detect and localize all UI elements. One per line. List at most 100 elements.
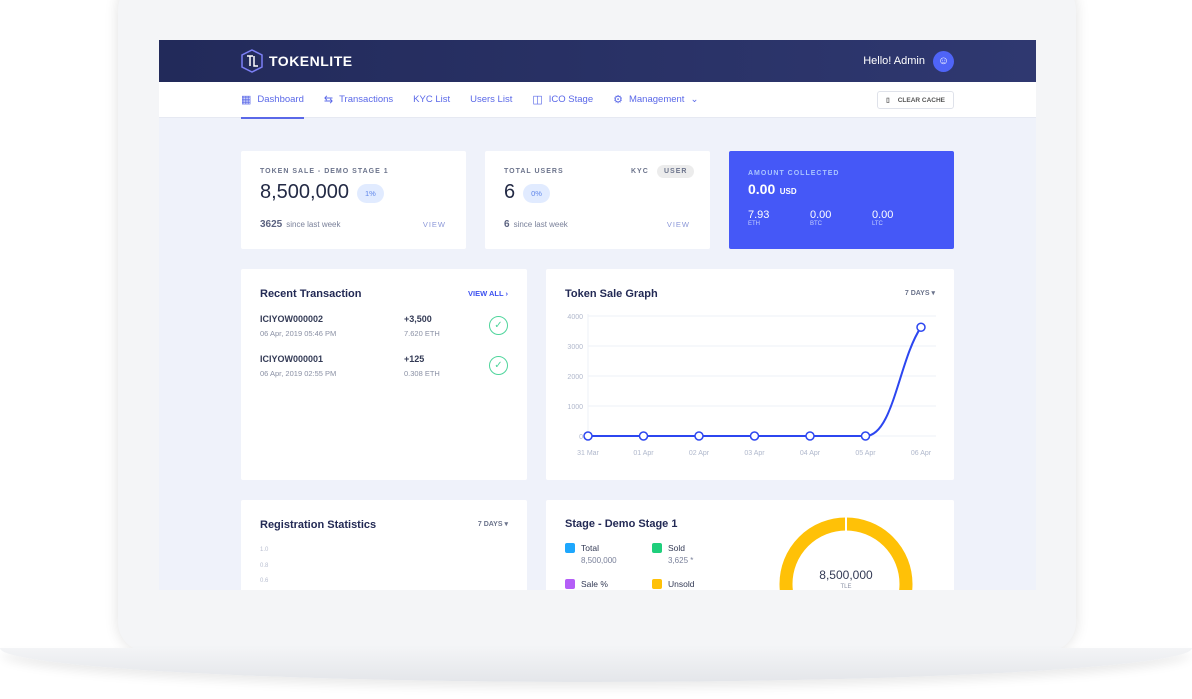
token-sale-graph-card: Token Sale Graph 7 DAYS ▾ 0 1000 2000 3000 4… (546, 269, 954, 480)
token-sale-value: 8,500,000 (260, 181, 349, 203)
greeting: Hello! Admin (863, 55, 925, 67)
token-sale-card: TOKEN SALE - DEMO STAGE 1 8,500,000 1% 36… (241, 151, 466, 249)
view-link[interactable]: VIEW (666, 220, 690, 229)
y-tick: 0.6 (260, 578, 269, 584)
percent-badge: 0% (523, 184, 550, 204)
tab-label: Management (628, 94, 685, 105)
x-tick-label: 05 Apr (855, 450, 876, 457)
range-dropdown[interactable]: 7 DAYS ▾ (477, 521, 508, 528)
user-icon[interactable]: ☺ (933, 50, 954, 72)
tx-amount: +3,500 (404, 314, 432, 324)
legend-value: 8,500,000 (581, 556, 617, 565)
donut-unit: TLE (840, 584, 852, 590)
top-bar: TOKENLITE Hello! Admin ☺ (159, 40, 1036, 82)
user-toggle[interactable]: USER (657, 165, 695, 178)
tab-label: KYC List (413, 94, 451, 105)
x-tick-label: 04 Apr (800, 450, 821, 457)
data-point (916, 322, 926, 332)
data-point (805, 431, 815, 441)
x-tick-label: 01 Apr (633, 450, 654, 457)
total-users-card: TOTAL USERS KYC USER 6 0% 6 since last wee… (485, 151, 710, 249)
y-axis: 1.0 0.8 0.6 (260, 543, 268, 590)
stage-card: Stage - Demo Stage 1 Total 8,500,000 Sold… (546, 500, 954, 590)
donut-value: 8,500,000 (819, 568, 873, 582)
token-sale-chart: 0 1000 2000 3000 4000 31 Mar 01 Apr 02 Apr 03 Ap… (567, 314, 936, 457)
since-text: since last week (513, 220, 568, 229)
main-nav: ▦ Dashboard ⇆ Transactions KYC List Users … (159, 82, 1036, 119)
legend-unsold: Unsold (652, 579, 694, 589)
since-count: 6 (504, 219, 510, 230)
tab-label: Users List (470, 94, 513, 105)
coin-label: BTC (810, 221, 822, 227)
tx-eth: 0.308 ETH (404, 369, 440, 378)
user-menu[interactable]: Hello! Admin ☺ (863, 50, 954, 72)
screen: TOKENLITE Hello! Admin ☺ ▦ Dashboard ⇆ Tra… (159, 40, 1036, 590)
tx-id: ICIYOW000001 (260, 354, 324, 364)
tab-label: Dashboard (257, 94, 304, 105)
button-label: CLEAR CACHE (897, 96, 945, 104)
tab-kyc-list[interactable]: KYC List (413, 82, 450, 118)
swatch (565, 579, 575, 589)
users-value: 6 (504, 181, 516, 203)
logo[interactable]: TOKENLITE (241, 49, 353, 73)
kyc-toggle[interactable]: KYC (631, 168, 649, 175)
arrows-icon: ⇆ (323, 94, 334, 106)
swatch (652, 543, 662, 553)
check-circle-icon: ✓ (489, 356, 508, 375)
y-tick: 1.0 (260, 547, 269, 553)
coin-value: 0.00 (810, 209, 832, 221)
tab-dashboard[interactable]: ▦ Dashboard (241, 82, 304, 119)
coin-btc: 0.00 BTC (810, 209, 831, 227)
range-dropdown[interactable]: 7 DAYS ▾ (904, 290, 935, 297)
tab-transactions[interactable]: ⇆ Transactions (324, 82, 393, 118)
card-label: TOTAL USERS (504, 168, 564, 175)
view-all-link[interactable]: VIEW ALL › (467, 289, 508, 298)
tab-users-list[interactable]: Users List (470, 82, 512, 118)
swatch (652, 579, 662, 589)
legend-label: Sale % (581, 579, 608, 589)
y-tick: 0.8 (260, 562, 269, 569)
amount-collected-card: AMOUNT COLLECTED 0.00 USD 7.93 ETH 0.00 BT… (729, 151, 954, 249)
coins-icon: ◫ (532, 94, 543, 106)
coin-ltc: 0.00 LTC (872, 209, 893, 227)
legend-sale-percent: Sale % (565, 579, 608, 589)
coin-label: ETH (748, 221, 760, 227)
transaction-row[interactable]: ICIYOW000002 06 Apr, 2019 05:46 PM +3,500… (260, 314, 508, 354)
recent-transaction-card: Recent Transaction VIEW ALL › ICIYOW0000… (241, 269, 527, 480)
y-tick-label: 1000 (567, 404, 583, 411)
coin-label: LTC (872, 221, 883, 227)
tab-ico-stage[interactable]: ◫ ICO Stage (532, 82, 593, 118)
check-circle-icon: ✓ (489, 316, 508, 335)
coin-value: 7.93 (748, 209, 770, 221)
registration-statistics-card: Registration Statistics 7 DAYS ▾ 1.0 0.8 0… (241, 500, 527, 590)
percent-badge: 1% (356, 184, 384, 204)
legend-label: Unsold (668, 579, 695, 589)
y-tick-label: 2000 (567, 374, 583, 381)
transaction-row[interactable]: ICIYOW000001 06 Apr, 2019 02:55 PM +125 0.… (260, 354, 508, 394)
data-point (583, 431, 593, 441)
card-title: Token Sale Graph (565, 288, 658, 300)
legend-label: Total (581, 543, 599, 553)
y-tick-label: 3000 (567, 344, 583, 351)
data-point (860, 431, 871, 441)
data-point (749, 431, 760, 441)
coin-value: 0.00 (872, 209, 894, 221)
range-label: 7 DAYS (904, 290, 930, 297)
tab-management[interactable]: ⚙ Management ⌄ (613, 82, 698, 118)
laptop-base (0, 648, 1192, 682)
clear-cache-button[interactable]: ▯ CLEAR CACHE (877, 91, 954, 109)
tab-label: Transactions (339, 94, 394, 105)
gear-icon: ⚙ (613, 94, 623, 106)
legend-label: Sold (668, 543, 686, 553)
data-point (638, 431, 649, 441)
grid-icon: ▦ (241, 94, 252, 106)
legend-total: Total 8,500,000 (565, 543, 617, 565)
card-label: TOKEN SALE - DEMO STAGE 1 (260, 168, 389, 175)
x-tick-label: 06 Apr (911, 450, 932, 457)
x-tick-label: 02 Apr (689, 450, 710, 457)
view-link[interactable]: VIEW (422, 220, 446, 229)
tx-date: 06 Apr, 2019 02:55 PM (260, 369, 337, 378)
tx-eth: 7.620 ETH (404, 329, 440, 338)
swatch (565, 543, 575, 553)
x-tick-label: 31 Mar (577, 450, 599, 457)
